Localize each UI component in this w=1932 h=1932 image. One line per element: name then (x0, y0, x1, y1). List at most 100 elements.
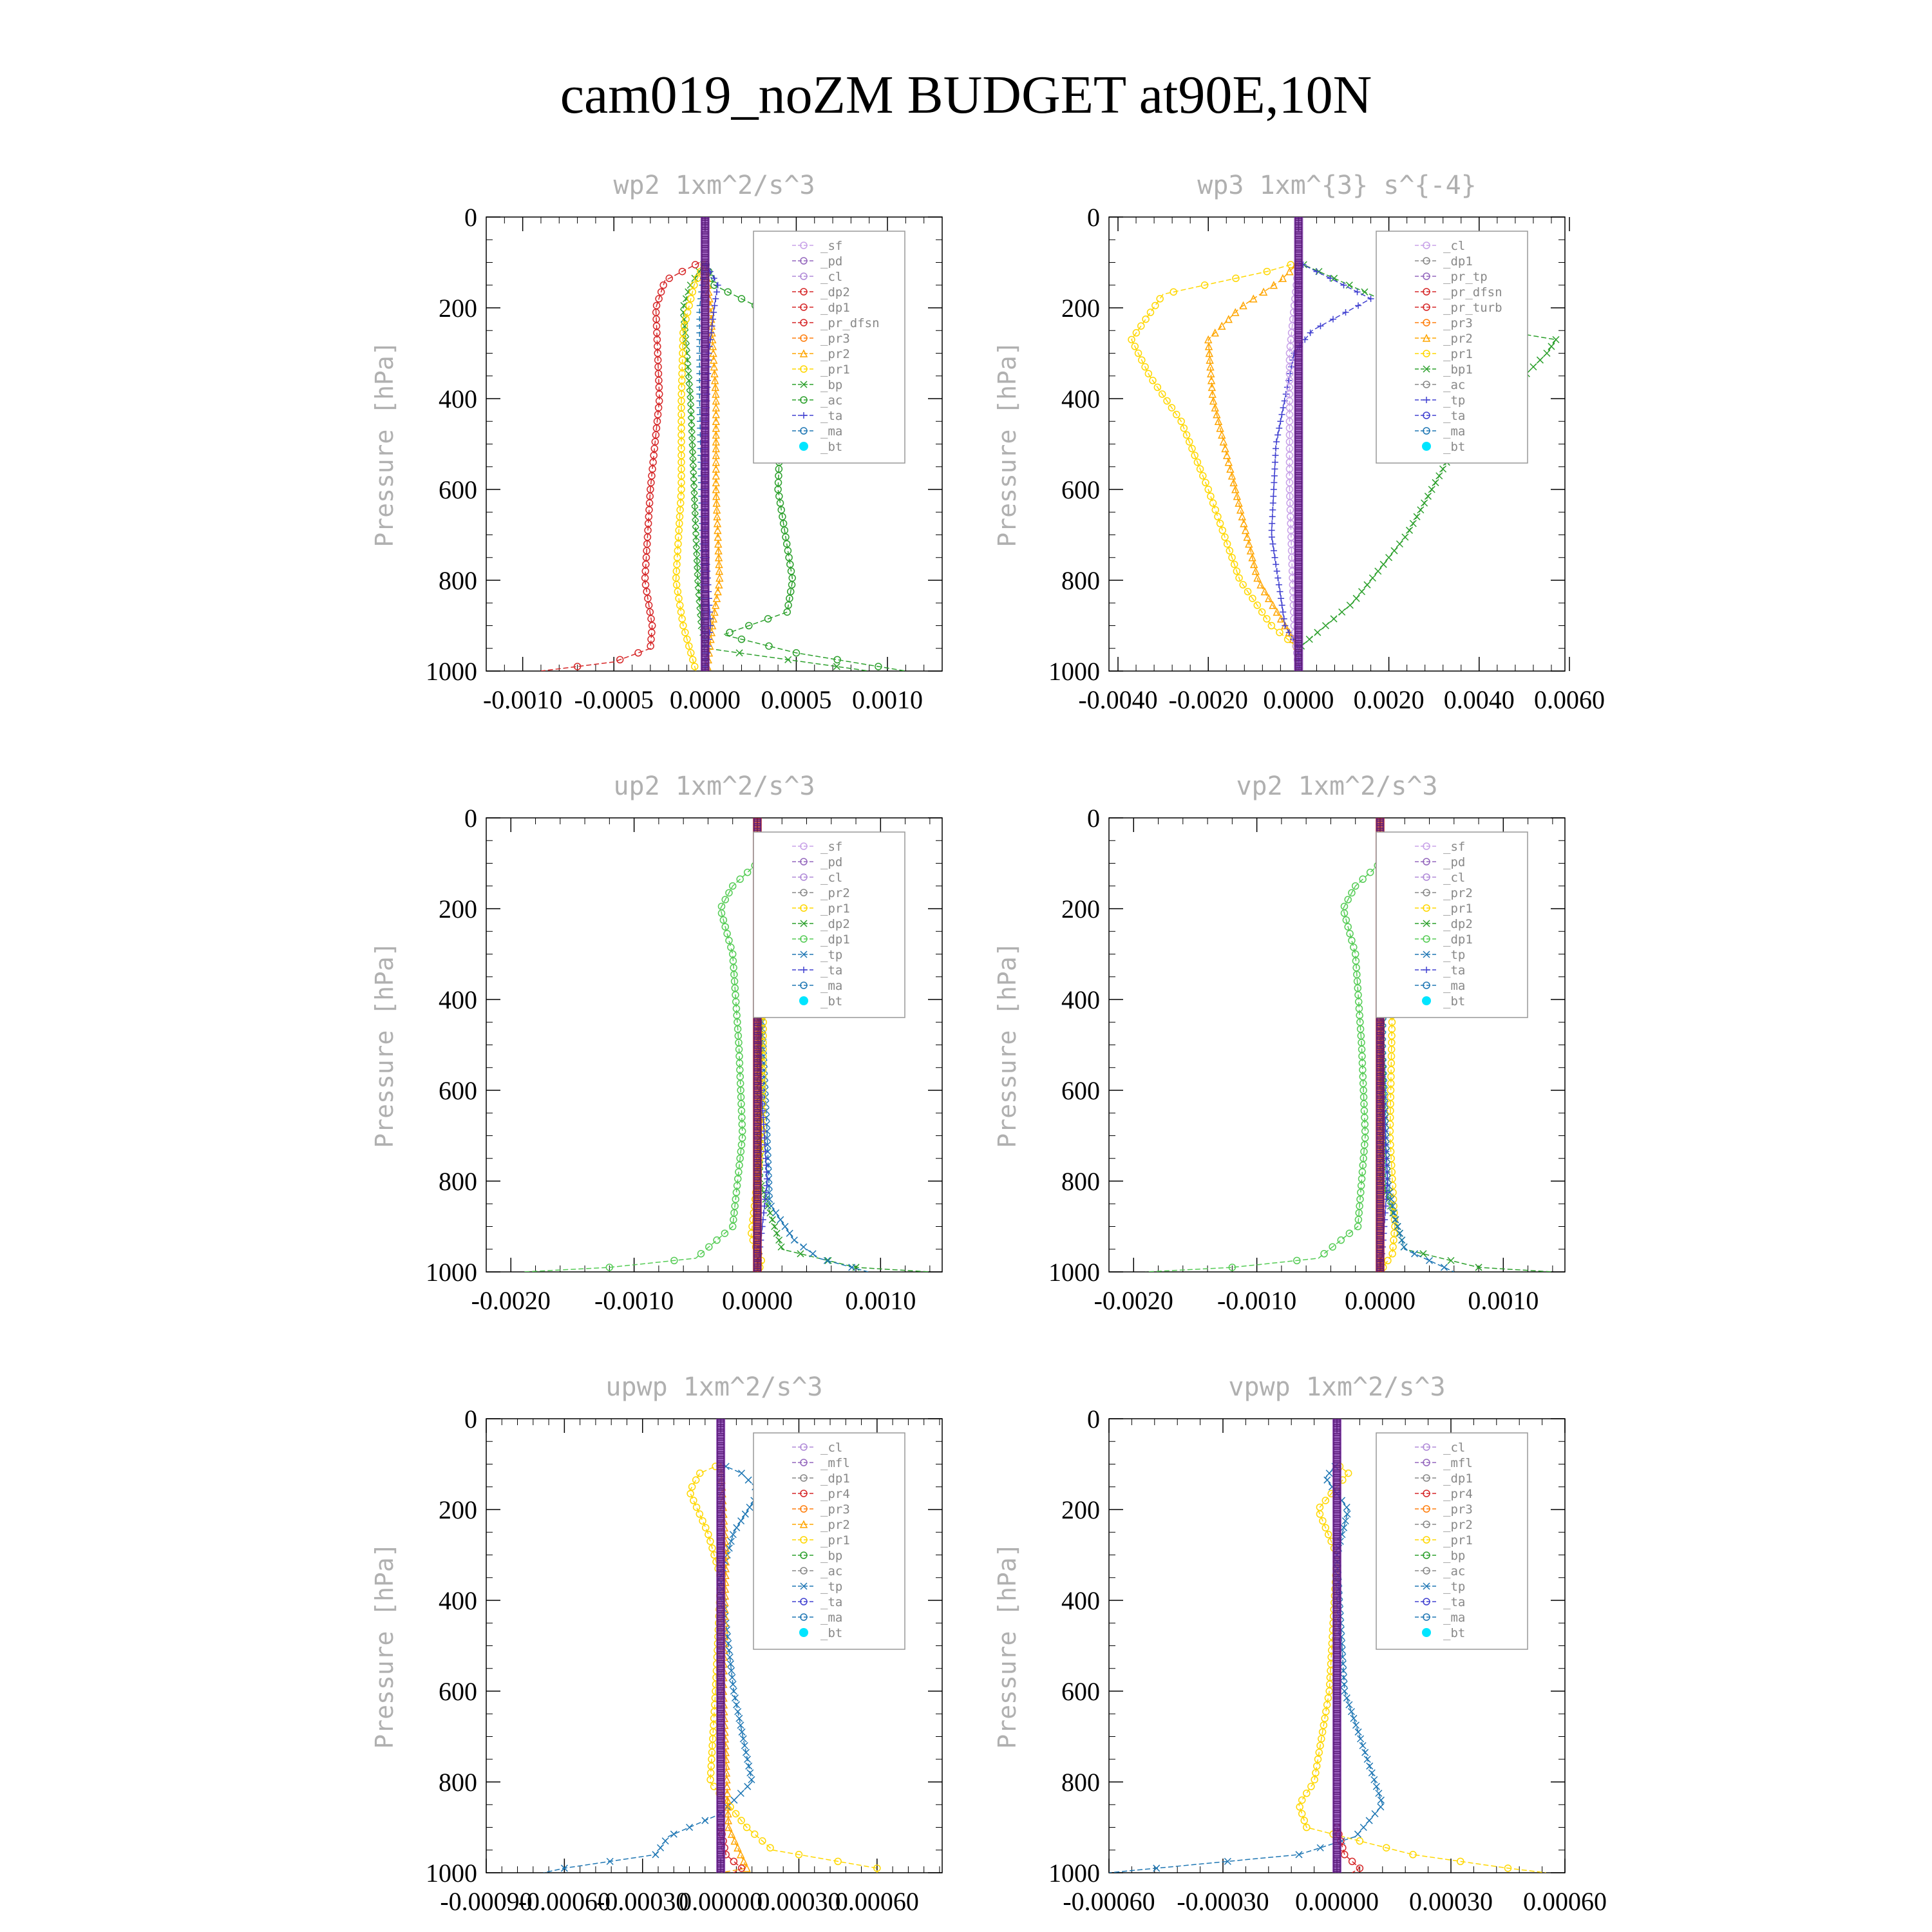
data-point (735, 1714, 743, 1722)
data-point (1294, 435, 1303, 444)
data-point (678, 267, 687, 276)
data-point (1345, 1229, 1354, 1237)
data-point (694, 574, 701, 582)
data-point (713, 1236, 721, 1244)
series-line (543, 1463, 761, 1873)
legend-marker (800, 1582, 808, 1590)
data-point (1409, 1851, 1417, 1859)
data-point (1294, 290, 1303, 298)
data-point (1376, 1073, 1384, 1081)
y-tick-label: 200 (439, 1495, 477, 1524)
data-point (1354, 1830, 1361, 1838)
data-point (1333, 1428, 1341, 1436)
data-point (1341, 1687, 1349, 1695)
data-point (1177, 417, 1185, 425)
data-point (1413, 513, 1421, 520)
data-point (1372, 1783, 1380, 1790)
legend-marker (800, 1474, 808, 1482)
data-point (690, 663, 699, 670)
y-axis-label: Pressure [hPa] (993, 1542, 1021, 1748)
data-point (1374, 567, 1382, 575)
legend-label: _pr4 (820, 1487, 850, 1501)
legend-marker (799, 349, 808, 357)
legend-marker (1423, 1582, 1430, 1590)
data-point (717, 1705, 724, 1713)
data-point (713, 289, 720, 296)
data-point (701, 531, 709, 539)
data-point (776, 499, 784, 507)
data-point (1376, 1204, 1384, 1213)
data-point (1294, 276, 1303, 285)
data-point (665, 274, 674, 282)
x-tick-label: -0.0010 (594, 1286, 674, 1315)
data-point (1294, 417, 1303, 425)
data-point (1269, 506, 1276, 513)
data-point (689, 459, 697, 466)
data-point (753, 1240, 761, 1249)
data-point (763, 1168, 770, 1175)
legend-entry: _tp (792, 1580, 842, 1594)
data-point (748, 1776, 755, 1784)
data-point (701, 645, 709, 652)
data-point (1341, 1517, 1349, 1525)
data-point (687, 295, 695, 303)
data-point (701, 554, 709, 562)
data-point (643, 587, 650, 596)
data-point (753, 1213, 761, 1222)
x-tick-label: 0.0040 (1444, 685, 1515, 714)
data-point (1333, 1851, 1341, 1859)
data-point (1233, 491, 1242, 500)
data-point (1383, 1168, 1390, 1175)
data-point (731, 1694, 739, 1702)
data-point (717, 1746, 724, 1754)
data-point (1333, 1765, 1341, 1772)
data-point (701, 331, 709, 339)
data-point (717, 1628, 724, 1636)
data-point (1333, 1705, 1341, 1713)
data-point (1333, 1710, 1341, 1718)
data-point (1324, 1694, 1332, 1702)
data-point (1359, 1742, 1367, 1750)
data-point (717, 1683, 724, 1690)
legend-label: _pr3 (820, 332, 850, 346)
data-point (715, 580, 723, 589)
data-point (717, 1814, 724, 1823)
data-point (1428, 486, 1435, 493)
data-point (1376, 1222, 1384, 1231)
legend-entry: _ma (1415, 1611, 1465, 1625)
data-point (717, 1674, 724, 1681)
data-point (753, 1054, 761, 1063)
data-point (1214, 513, 1222, 521)
data-point (753, 1095, 761, 1103)
data-point (1344, 896, 1352, 904)
data-point (1333, 1537, 1341, 1546)
data-point (753, 1155, 761, 1162)
data-point (1275, 582, 1282, 589)
data-point (717, 1741, 724, 1750)
y-tick-label: 1000 (426, 1859, 477, 1888)
data-point (764, 615, 772, 623)
data-point (795, 1851, 803, 1859)
data-point (1209, 396, 1218, 405)
data-point (701, 395, 709, 402)
data-point (701, 603, 709, 612)
data-point (1333, 1624, 1341, 1632)
data-point (687, 1490, 694, 1498)
data-point (775, 1236, 783, 1244)
data-point (697, 1250, 705, 1258)
legend-marker (800, 889, 808, 896)
legend-label: _bt (1443, 994, 1465, 1009)
legend-entry: _cl (792, 270, 842, 284)
data-point (1333, 1760, 1341, 1768)
data-point (709, 316, 716, 323)
data-point (1228, 1264, 1236, 1271)
data-point (1268, 534, 1275, 541)
data-point (1294, 390, 1303, 398)
legend-entry: _cl (792, 871, 842, 885)
data-point (1376, 1032, 1384, 1040)
legend-label: _pr3 (1443, 1502, 1473, 1517)
y-tick-label: 600 (1061, 1076, 1100, 1105)
data-point (701, 363, 709, 371)
data-point (1235, 574, 1243, 582)
data-point (1329, 1243, 1336, 1251)
